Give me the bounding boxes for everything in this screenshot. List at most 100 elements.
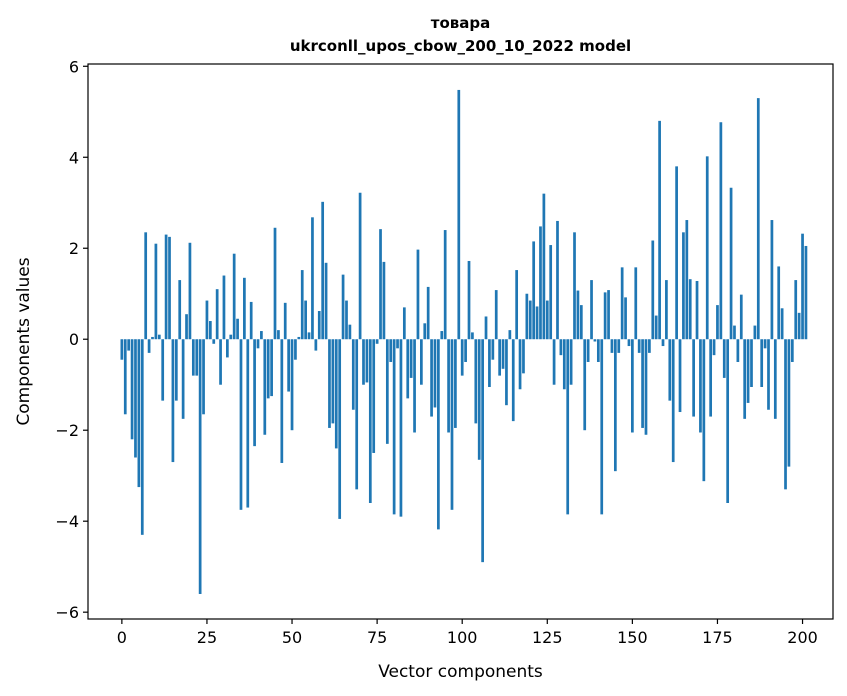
bar <box>246 339 250 508</box>
bar <box>229 334 233 340</box>
bar <box>702 339 706 482</box>
bar <box>341 274 345 340</box>
bar <box>692 339 695 417</box>
bar <box>695 281 699 340</box>
bar <box>508 330 512 340</box>
bar <box>464 339 467 362</box>
bar <box>498 339 501 376</box>
bar <box>260 331 263 340</box>
bar <box>297 336 301 340</box>
bar <box>283 302 287 340</box>
bar <box>144 232 148 340</box>
bar <box>549 245 553 340</box>
bar <box>399 339 403 517</box>
bar <box>266 339 270 399</box>
bar <box>794 280 798 340</box>
bar <box>474 339 478 424</box>
bar <box>413 339 416 433</box>
bar <box>368 339 372 503</box>
bar <box>331 339 335 424</box>
bar <box>423 323 427 340</box>
bar <box>579 305 583 340</box>
bar <box>338 339 342 519</box>
bar <box>545 300 549 340</box>
bar <box>756 98 760 340</box>
bar <box>665 280 668 340</box>
bar <box>198 339 202 594</box>
bar <box>440 331 444 340</box>
bar <box>161 339 165 401</box>
bar <box>202 339 205 415</box>
bar <box>304 300 307 340</box>
chart-title: товара <box>431 14 490 32</box>
bar <box>396 339 399 349</box>
bar <box>569 339 573 385</box>
bar <box>334 339 338 449</box>
bar <box>539 226 542 340</box>
bar <box>351 339 355 410</box>
bar <box>559 339 563 356</box>
bar <box>712 339 716 356</box>
bar <box>753 325 757 340</box>
bar <box>477 339 481 460</box>
bar <box>134 339 137 458</box>
bar <box>583 339 587 431</box>
bar <box>253 339 256 447</box>
bar <box>528 300 532 340</box>
bar <box>494 290 498 340</box>
bar <box>324 262 328 340</box>
bar <box>430 339 433 417</box>
bar <box>454 339 457 428</box>
bar <box>385 339 389 444</box>
bar <box>345 300 348 340</box>
bar <box>127 339 131 351</box>
bar <box>249 301 253 340</box>
bar <box>450 339 454 510</box>
bar <box>763 339 767 349</box>
bar <box>542 193 546 340</box>
bar <box>641 339 644 428</box>
bar <box>675 166 678 340</box>
bar <box>433 339 437 408</box>
bar <box>716 305 719 340</box>
bar <box>685 220 689 340</box>
bar <box>780 308 784 340</box>
bar <box>556 220 559 340</box>
bar <box>610 339 614 353</box>
bar <box>617 339 621 353</box>
bar <box>658 120 661 340</box>
bar <box>760 339 764 387</box>
bar <box>157 334 161 340</box>
bar <box>596 339 600 362</box>
bar <box>123 339 127 415</box>
bar <box>120 339 124 360</box>
bar <box>365 339 369 383</box>
plot-frame <box>87 63 834 620</box>
bar <box>586 339 590 362</box>
bar <box>603 292 607 340</box>
bar <box>205 300 209 340</box>
bar <box>688 279 692 340</box>
bar <box>140 339 144 535</box>
bar <box>532 241 536 340</box>
bar <box>733 325 736 340</box>
bar <box>501 339 505 369</box>
chart-subtitle: ukrconll_upos_cbow_200_10_2022 model <box>290 37 631 55</box>
y-tick-label: 4 <box>69 148 79 167</box>
bar <box>600 339 604 515</box>
bar <box>804 245 808 340</box>
bar <box>515 270 519 340</box>
bar <box>181 339 185 419</box>
bar <box>471 332 474 340</box>
bar <box>607 290 610 340</box>
bar <box>195 339 199 376</box>
bar <box>256 339 260 349</box>
bar <box>719 122 723 340</box>
bar <box>212 339 216 344</box>
bar <box>406 339 410 399</box>
bar <box>722 339 726 378</box>
bar <box>402 307 406 340</box>
bar <box>188 242 192 340</box>
bar <box>294 339 297 360</box>
bar <box>168 236 171 340</box>
